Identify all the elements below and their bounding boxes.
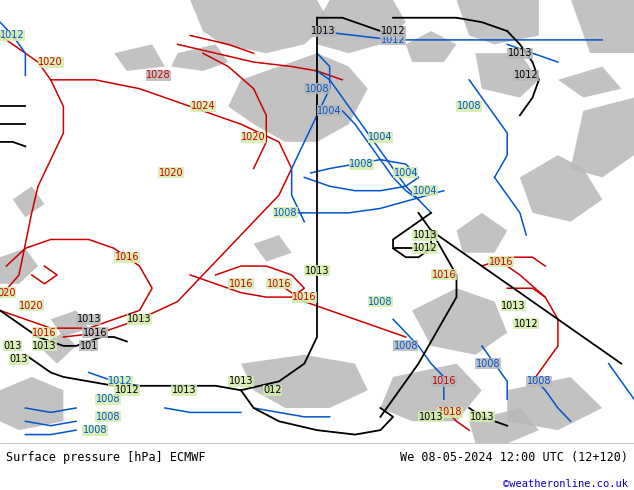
Polygon shape [406, 31, 456, 62]
Text: 1012: 1012 [381, 26, 405, 36]
Text: 1028: 1028 [146, 71, 171, 80]
Text: 1013: 1013 [172, 385, 196, 395]
Polygon shape [190, 0, 330, 53]
Text: 1008: 1008 [476, 359, 500, 368]
Text: 1016: 1016 [32, 328, 56, 338]
Text: 1020: 1020 [242, 132, 266, 143]
Text: 1013: 1013 [413, 230, 437, 240]
Text: 1013: 1013 [229, 376, 253, 387]
Text: 1012: 1012 [514, 71, 538, 80]
Text: 012: 012 [263, 385, 282, 395]
Text: 1008: 1008 [273, 208, 297, 218]
Text: 1008: 1008 [368, 296, 392, 307]
Polygon shape [254, 235, 292, 262]
Text: 1020: 1020 [159, 168, 183, 178]
Text: 1004: 1004 [413, 186, 437, 196]
Text: 1018: 1018 [438, 407, 462, 417]
Text: 1016: 1016 [83, 328, 107, 338]
Text: 1024: 1024 [191, 101, 215, 111]
Polygon shape [228, 53, 368, 142]
Text: 1013: 1013 [77, 314, 101, 324]
Text: 1013: 1013 [305, 266, 329, 275]
Polygon shape [0, 377, 63, 430]
Polygon shape [171, 44, 228, 71]
Text: 1016: 1016 [432, 376, 456, 387]
Text: 1008: 1008 [96, 412, 120, 422]
Text: 1004: 1004 [394, 168, 418, 178]
Text: 1013: 1013 [311, 26, 335, 36]
Text: 1008: 1008 [349, 159, 373, 169]
Text: 1012: 1012 [1, 30, 25, 41]
Text: 1012: 1012 [514, 318, 538, 329]
Text: 1016: 1016 [229, 279, 253, 289]
Text: Surface pressure [hPa] ECMWF: Surface pressure [hPa] ECMWF [6, 451, 206, 464]
Text: 1013: 1013 [127, 314, 152, 324]
Polygon shape [507, 377, 602, 430]
Polygon shape [412, 288, 507, 355]
Text: 1013: 1013 [501, 301, 526, 311]
Text: 1016: 1016 [115, 252, 139, 262]
Polygon shape [520, 155, 602, 221]
Polygon shape [456, 0, 539, 44]
Text: 1008: 1008 [527, 376, 551, 387]
Polygon shape [571, 0, 634, 53]
Text: 1016: 1016 [267, 279, 291, 289]
Text: 1013: 1013 [419, 412, 443, 422]
Text: 1013: 1013 [508, 48, 532, 58]
Text: 013: 013 [10, 354, 28, 364]
Text: 1004: 1004 [318, 106, 342, 116]
Text: 1016: 1016 [292, 292, 316, 302]
Text: 1012: 1012 [108, 376, 133, 387]
Text: 1012: 1012 [115, 385, 139, 395]
Text: 1008: 1008 [83, 425, 107, 435]
Text: 1008: 1008 [457, 101, 481, 111]
Text: 1012: 1012 [413, 244, 437, 253]
Text: 020: 020 [0, 288, 16, 298]
Polygon shape [13, 186, 44, 217]
Polygon shape [114, 44, 165, 71]
Polygon shape [0, 248, 38, 284]
Text: 1020: 1020 [20, 301, 44, 311]
Text: 1016: 1016 [432, 270, 456, 280]
Text: 1013: 1013 [470, 412, 494, 422]
Polygon shape [241, 355, 368, 408]
Polygon shape [571, 98, 634, 177]
Polygon shape [476, 53, 539, 98]
Text: 1008: 1008 [394, 341, 418, 351]
Polygon shape [469, 408, 539, 443]
Text: 101: 101 [80, 341, 98, 351]
Text: 1020: 1020 [39, 57, 63, 67]
Polygon shape [38, 333, 76, 364]
Polygon shape [317, 0, 406, 53]
Text: 013: 013 [4, 341, 22, 351]
Polygon shape [456, 213, 507, 253]
Polygon shape [51, 311, 89, 337]
Text: 1016: 1016 [489, 257, 513, 267]
Text: We 08-05-2024 12:00 UTC (12+120): We 08-05-2024 12:00 UTC (12+120) [399, 451, 628, 464]
Polygon shape [380, 364, 482, 421]
Text: 1013: 1013 [32, 341, 56, 351]
Polygon shape [558, 67, 621, 98]
Text: 1012: 1012 [381, 35, 405, 45]
Text: 1008: 1008 [96, 394, 120, 404]
Text: ©weatheronline.co.uk: ©weatheronline.co.uk [503, 479, 628, 490]
Text: 1004: 1004 [368, 132, 392, 143]
Text: 1008: 1008 [305, 84, 329, 94]
